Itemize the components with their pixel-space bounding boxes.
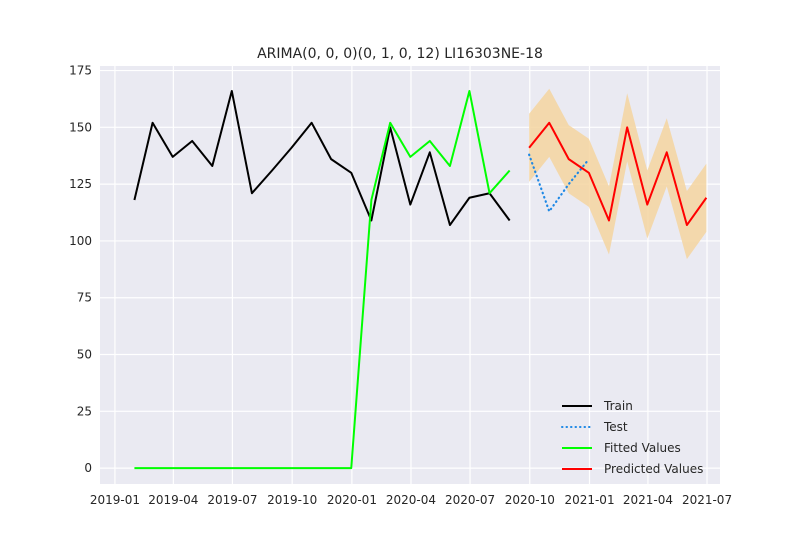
y-tick-label: 50 [77,348,92,362]
y-tick-labels: 0 25 50 75 100 125 150 175 [69,64,92,476]
y-tick-label: 25 [77,404,92,418]
legend: Train Test Fitted Values Predicted Values [561,399,703,476]
x-tick-label: 2019-04 [148,493,198,507]
y-tick-label: 150 [69,120,92,134]
x-tick-label: 2021-07 [682,493,732,507]
legend-label: Train [603,399,633,413]
x-tick-label: 2019-07 [207,493,257,507]
x-tick-label: 2021-01 [564,493,614,507]
y-tick-label: 100 [69,234,92,248]
x-tick-label: 2021-04 [623,493,673,507]
series-line-train [133,89,511,227]
x-tick-label: 2020-01 [327,493,377,507]
y-tick-label: 125 [69,177,92,191]
y-tick-label: 175 [69,64,92,78]
x-tick-label: 2019-01 [90,493,140,507]
x-tick-labels: 2019-01 2019-04 2019-07 2019-10 2020-01 2020-… [90,493,732,507]
chart-title: ARIMA(0, 0, 0)(0, 1, 0, 12) LI16303NE-18 [257,46,543,62]
series-lines [133,89,708,470]
plot-area [100,66,720,484]
legend-label: Test [603,420,628,434]
x-tick-label: 2020-04 [386,493,436,507]
x-tick-label: 2020-10 [505,493,555,507]
series-line-fitted-values [134,89,511,470]
series-line-predicted-values [528,121,708,227]
y-tick-label: 0 [84,461,92,475]
legend-label: Predicted Values [604,462,703,476]
x-tick-label: 2020-07 [445,493,495,507]
series-line-test [528,153,590,213]
x-tick-label: 2019-10 [267,493,317,507]
legend-label: Fitted Values [604,441,681,455]
y-tick-label: 75 [77,291,92,305]
